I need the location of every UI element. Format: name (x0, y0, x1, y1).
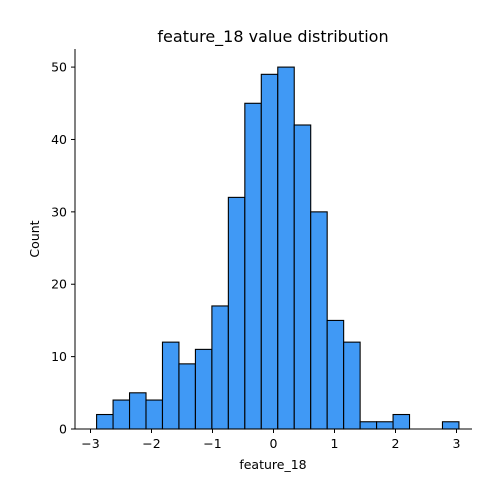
y-tick-label: 10 (51, 349, 67, 364)
x-tick-label: −2 (142, 436, 160, 451)
histogram-bar (343, 341, 361, 430)
histogram-bar (128, 392, 147, 430)
chart-title: feature_18 value distribution (157, 27, 388, 47)
y-tick-label: 50 (51, 60, 67, 75)
histogram-bar (310, 211, 328, 430)
histogram-bar (326, 319, 345, 430)
y-tick-label: 40 (51, 132, 67, 147)
x-tick-label: 3 (453, 436, 461, 451)
histogram-bar (244, 102, 262, 430)
histogram-bar (112, 399, 131, 430)
histogram-bar (145, 399, 164, 430)
x-tick-label: 0 (270, 436, 278, 451)
x-tick-label: −1 (203, 436, 221, 451)
y-tick-label: 30 (51, 204, 67, 219)
histogram-bar (161, 341, 180, 430)
histogram-bar (260, 73, 279, 430)
histogram-bar (392, 413, 411, 430)
y-tick-label: 0 (59, 422, 67, 437)
histogram-bar (376, 421, 394, 430)
x-axis-label: feature_18 (239, 457, 306, 472)
histogram-bar (178, 363, 196, 430)
x-ticks-group: −3 −2 −1 0 1 2 3 (81, 429, 460, 451)
y-tick-label: 20 (51, 277, 67, 292)
x-tick-label: −3 (81, 436, 99, 451)
histogram-bar (211, 305, 229, 430)
histogram-bar (293, 124, 312, 430)
histogram-bar (96, 413, 114, 430)
histogram-bar (441, 421, 460, 430)
y-axis-label: Count (27, 220, 42, 257)
histogram-bar (277, 66, 295, 430)
histogram-bar (359, 421, 378, 430)
histogram-bar (227, 196, 246, 430)
histogram-bar (194, 348, 213, 430)
x-tick-label: 2 (392, 436, 400, 451)
bars-group (96, 66, 460, 430)
y-ticks-group: 0 10 20 30 40 50 (51, 60, 75, 437)
x-tick-label: 1 (331, 436, 339, 451)
